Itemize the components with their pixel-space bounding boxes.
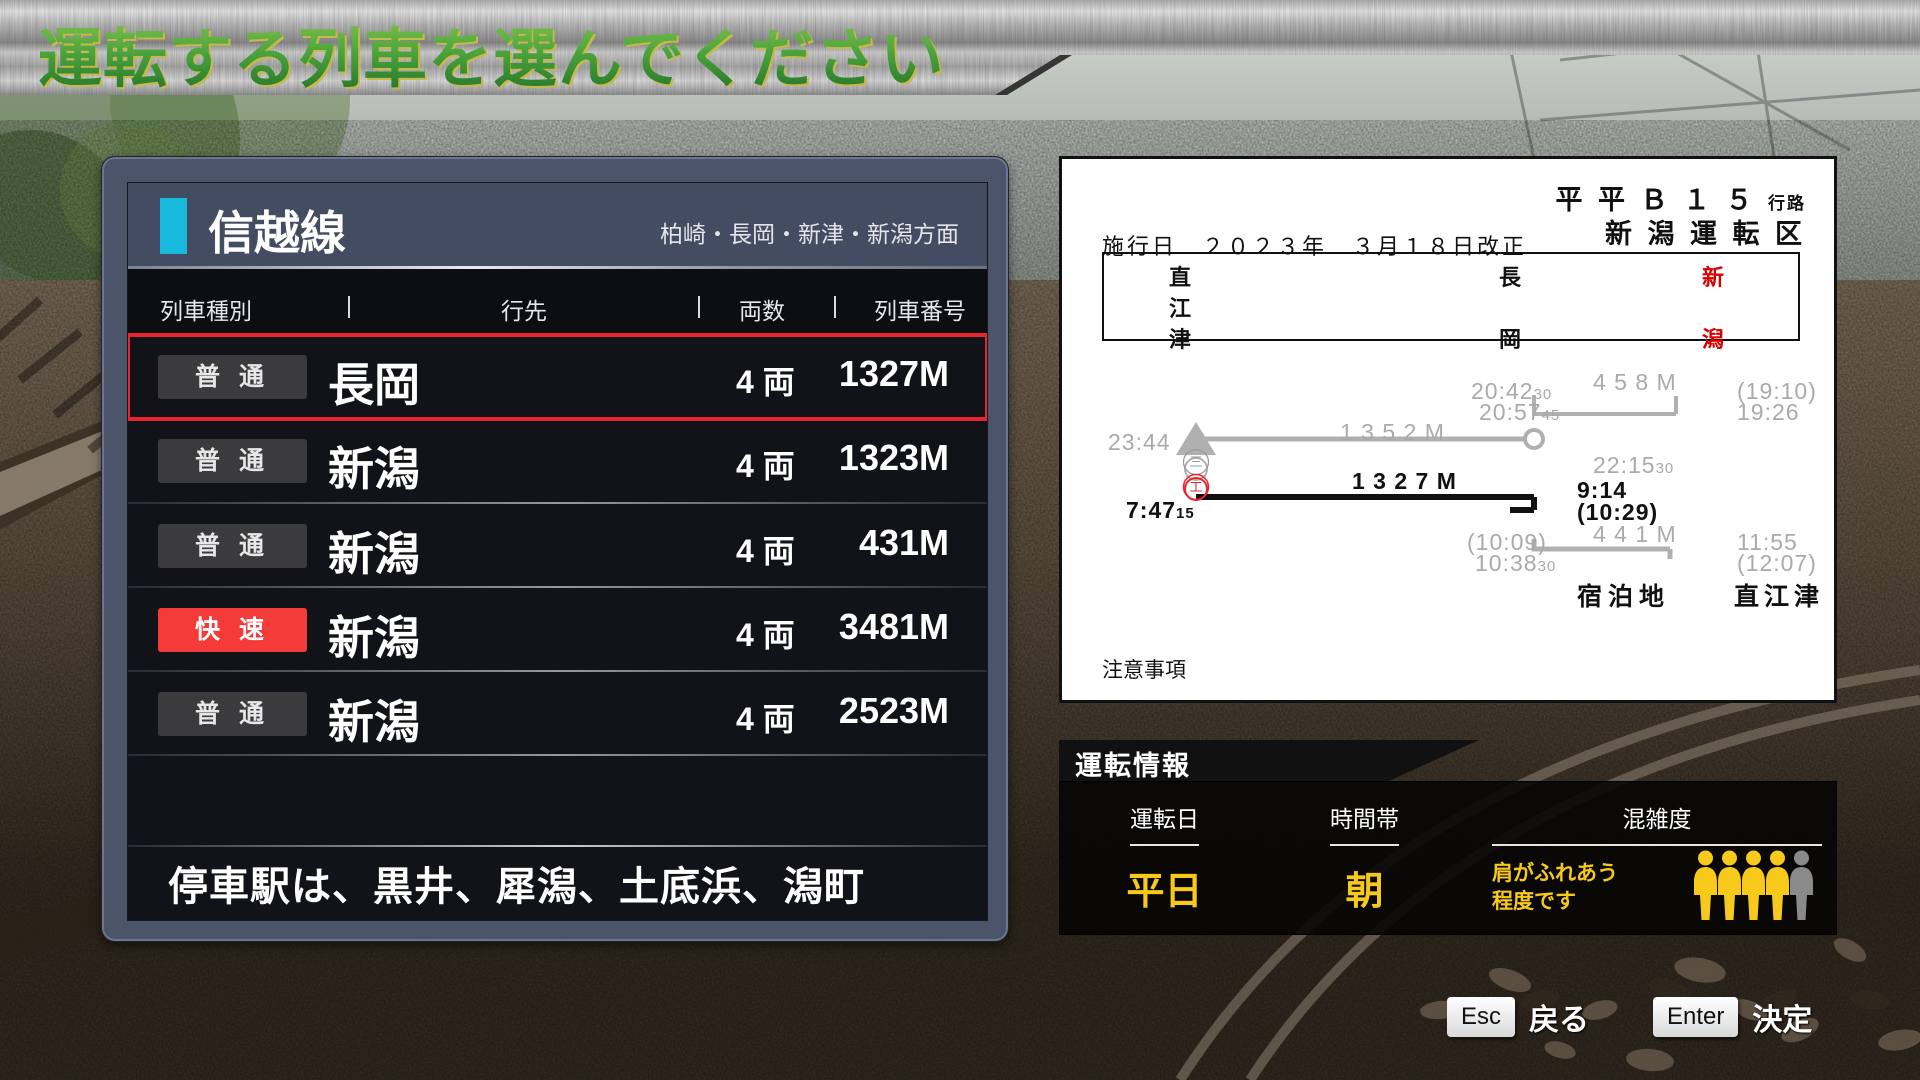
svg-text:工: 工	[1189, 480, 1202, 495]
svg-text:三: 三	[1189, 455, 1202, 470]
